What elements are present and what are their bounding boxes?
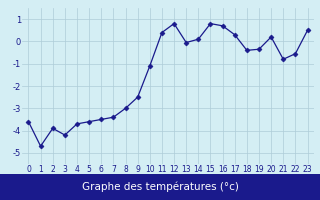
Text: Graphe des températures (°c): Graphe des températures (°c) xyxy=(82,182,238,192)
